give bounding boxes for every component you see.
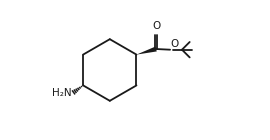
Text: O: O [171, 39, 179, 49]
Text: O: O [152, 21, 160, 31]
Polygon shape [136, 47, 157, 55]
Text: H₂N: H₂N [52, 88, 72, 98]
